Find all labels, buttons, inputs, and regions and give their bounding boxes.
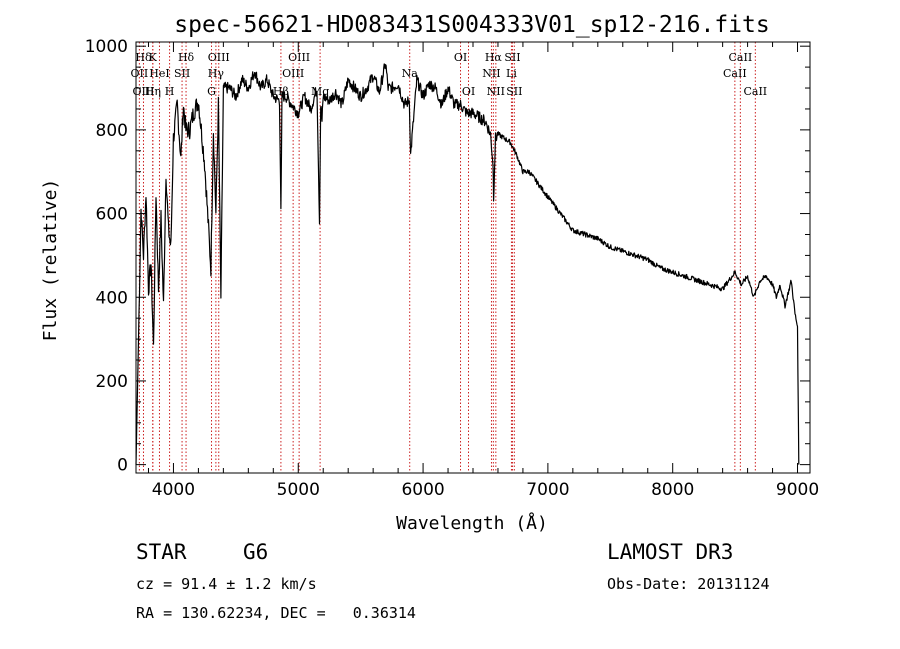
line-label-27: CaII — [743, 85, 767, 98]
line-label-19: Hα — [485, 51, 503, 64]
line-label-21: NII — [482, 67, 500, 80]
ra-dec: RA = 130.62234, DEC = 0.36314 — [136, 604, 416, 622]
survey-name: LAMOST DR3 — [607, 540, 734, 564]
observation-date: Obs-Date: 20131124 — [607, 575, 770, 593]
line-label-23: NII — [487, 85, 505, 98]
x-axis-label: Wavelength (Å) — [396, 512, 548, 534]
y-axis: 0 200 400 600 800 1000 — [85, 37, 810, 476]
x-tick-label: 8000 — [651, 480, 694, 500]
y-tick-label: 1000 — [85, 37, 128, 57]
x-tick-label: 6000 — [401, 480, 444, 500]
line-label-5: Hη — [145, 85, 161, 98]
object-type: STAR — [136, 540, 187, 564]
redshift-cz: cz = 91.4 ± 1.2 km/s — [136, 575, 317, 593]
y-tick-label: 600 — [96, 205, 128, 225]
line-label-11: G — [207, 85, 216, 98]
line-label-15: Mg — [311, 85, 329, 98]
line-label-17: OI — [454, 51, 467, 64]
line-label-7: SII — [174, 67, 190, 80]
line-label-8: H — [165, 85, 175, 98]
line-label-26: CaII — [723, 67, 747, 80]
chart-title: spec-56621-HD083431S004333V01_sp12-216.f… — [174, 12, 769, 38]
line-label-14: Hβ — [273, 85, 289, 98]
y-tick-label: 0 — [117, 456, 128, 476]
y-tick-label: 200 — [96, 372, 128, 392]
line-label-0: Hδ — [135, 51, 152, 64]
x-tick-label: 7000 — [526, 480, 569, 500]
line-label-20: SII — [504, 51, 520, 64]
line-label-25: CaII — [729, 51, 753, 64]
spectral-subclass: G6 — [243, 540, 269, 564]
line-label-24: SII — [506, 85, 522, 98]
y-tick-label: 400 — [96, 288, 128, 308]
x-tick-label: 9000 — [776, 480, 819, 500]
line-label-6: Hδ — [178, 51, 195, 64]
line-label-18: OI — [462, 85, 475, 98]
line-label-16: Na — [402, 67, 419, 80]
line-label-9: OIII — [208, 51, 230, 64]
x-axis: 4000 5000 6000 7000 8000 9000 — [147, 42, 819, 500]
spectral-line-markers — [138, 42, 756, 473]
x-tick-label: 5000 — [277, 480, 320, 500]
line-label-1: OII — [131, 67, 149, 80]
line-label-12: OIII — [288, 51, 310, 64]
y-tick-label: 800 — [96, 121, 128, 141]
line-label-13: OIII — [282, 67, 304, 80]
y-axis-label: Flux (relative) — [40, 179, 61, 342]
spectrum-series-line — [135, 63, 800, 465]
line-label-4: HeI — [149, 67, 169, 80]
plot-frame — [135, 41, 811, 474]
line-label-22: Li — [506, 67, 517, 80]
x-tick-label: 4000 — [152, 480, 195, 500]
line-label-3: K — [149, 51, 158, 64]
line-label-10: Hγ — [208, 67, 225, 80]
